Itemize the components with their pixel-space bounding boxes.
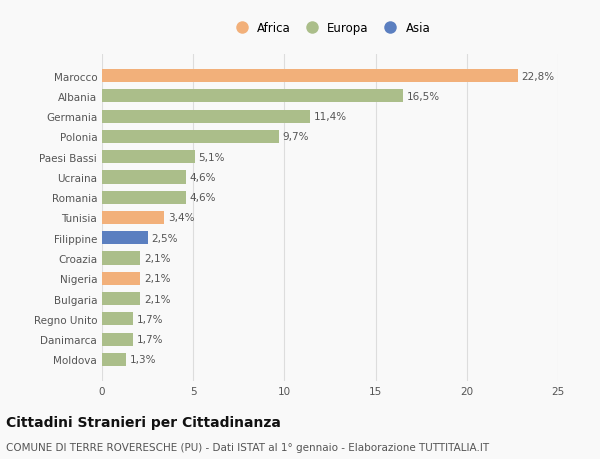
Text: 2,1%: 2,1% — [144, 294, 170, 304]
Text: 4,6%: 4,6% — [190, 193, 216, 203]
Bar — [102, 212, 164, 224]
Bar — [102, 333, 133, 346]
Bar — [102, 90, 403, 103]
Bar — [102, 191, 186, 204]
Text: 1,7%: 1,7% — [137, 334, 163, 344]
Text: 22,8%: 22,8% — [521, 72, 554, 81]
Text: 4,6%: 4,6% — [190, 173, 216, 183]
Bar — [102, 151, 195, 164]
Bar — [102, 70, 518, 83]
Text: 3,4%: 3,4% — [167, 213, 194, 223]
Bar — [102, 313, 133, 326]
Text: 11,4%: 11,4% — [314, 112, 347, 122]
Bar — [102, 171, 186, 184]
Text: 5,1%: 5,1% — [199, 152, 225, 162]
Bar — [102, 272, 140, 285]
Bar — [102, 353, 126, 366]
Bar — [102, 252, 140, 265]
Legend: Africa, Europa, Asia: Africa, Europa, Asia — [226, 19, 434, 39]
Text: 16,5%: 16,5% — [407, 92, 440, 102]
Bar — [102, 232, 148, 245]
Text: 1,3%: 1,3% — [130, 355, 156, 364]
Text: 9,7%: 9,7% — [283, 132, 309, 142]
Text: 2,1%: 2,1% — [144, 253, 170, 263]
Text: 1,7%: 1,7% — [137, 314, 163, 324]
Bar — [102, 292, 140, 306]
Text: COMUNE DI TERRE ROVERESCHE (PU) - Dati ISTAT al 1° gennaio - Elaborazione TUTTIT: COMUNE DI TERRE ROVERESCHE (PU) - Dati I… — [6, 442, 489, 452]
Text: 2,1%: 2,1% — [144, 274, 170, 284]
Text: 2,5%: 2,5% — [151, 233, 178, 243]
Text: Cittadini Stranieri per Cittadinanza: Cittadini Stranieri per Cittadinanza — [6, 415, 281, 429]
Bar — [102, 130, 279, 144]
Bar — [102, 110, 310, 123]
